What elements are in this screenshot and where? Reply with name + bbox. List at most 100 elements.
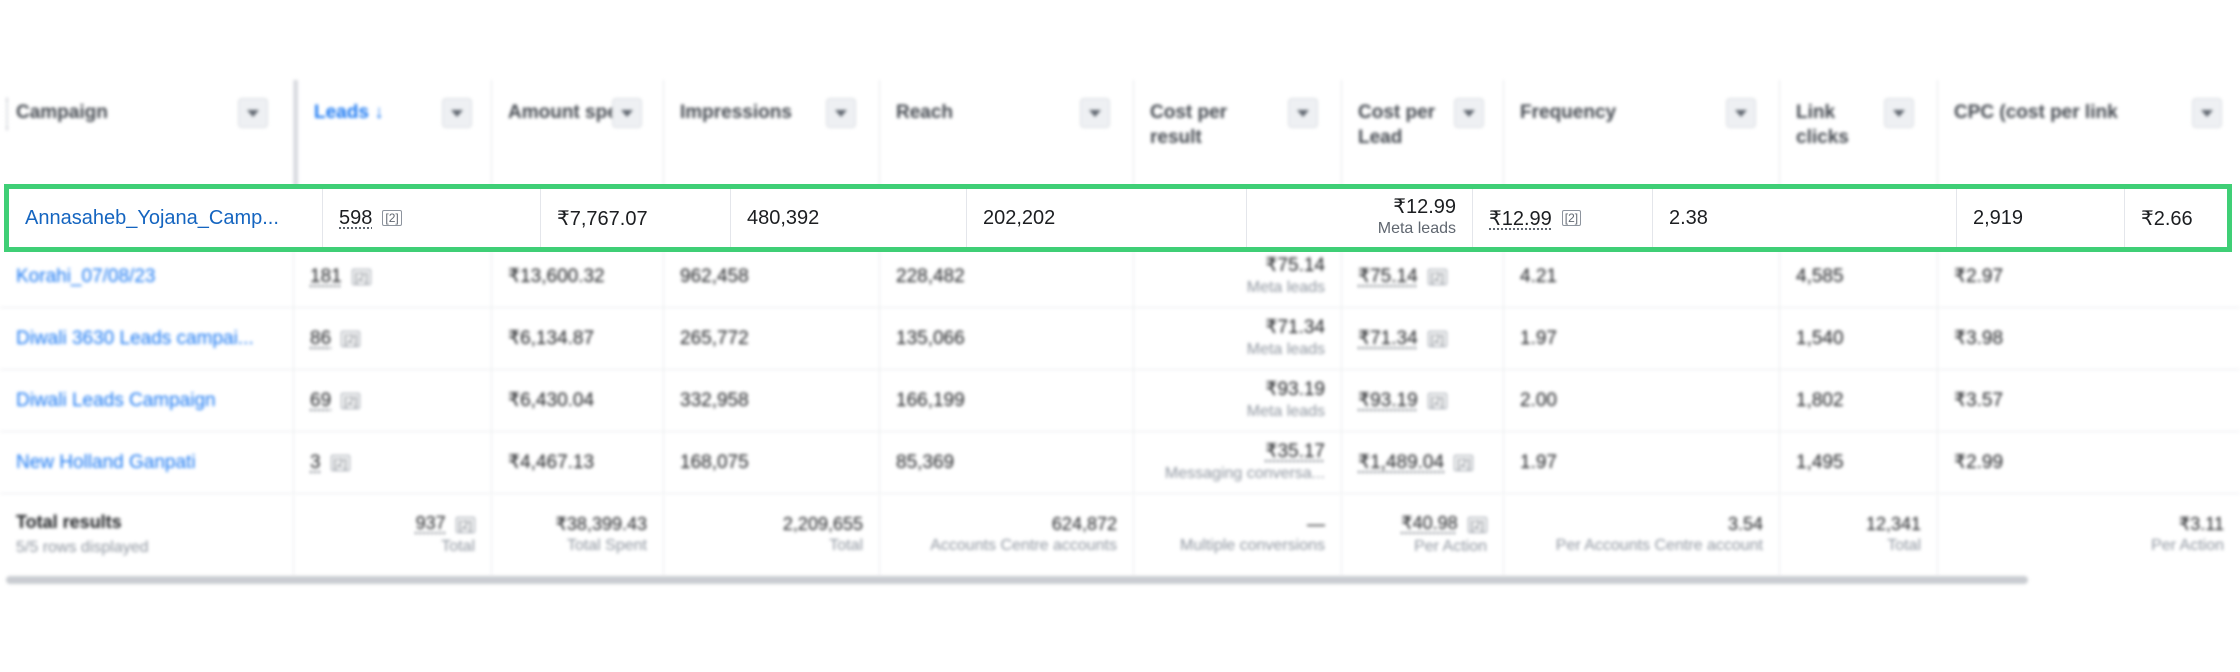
- total-impressions-subtext: Total: [829, 537, 863, 554]
- total-impressions-value: 2,209,655: [782, 514, 863, 534]
- cpl-value[interactable]: ₹12.99: [1489, 207, 1552, 230]
- leads-value[interactable]: 3: [310, 451, 321, 473]
- amount-value: ₹6,134.87: [508, 328, 595, 349]
- impressions-value: 265,772: [680, 327, 749, 349]
- table-row[interactable]: Korahi_07/08/23 181 [2] ₹13,600.32 962,45…: [0, 246, 2240, 308]
- reach-value: 228,482: [896, 265, 965, 287]
- link-clicks-value: 2,919: [1973, 206, 2024, 229]
- totals-title: Total results: [16, 512, 122, 532]
- amount-value: ₹7,767.07: [557, 207, 648, 230]
- chevron-down-icon[interactable]: [1454, 98, 1484, 128]
- total-cpl-value[interactable]: ₹40.98: [1401, 513, 1458, 533]
- frequency-value: 1.97: [1520, 451, 1557, 473]
- total-cpl-subtext: Per Action: [1414, 538, 1487, 555]
- chevron-down-icon[interactable]: [1288, 98, 1318, 128]
- cpr-subtext: Meta leads: [1246, 278, 1325, 296]
- attribution-badge: [2]: [1427, 330, 1447, 347]
- cpr-value: ₹75.14: [1265, 254, 1325, 276]
- column-header-amount-spent[interactable]: Amount spent: [492, 80, 664, 188]
- chevron-down-icon[interactable]: [826, 98, 856, 128]
- column-header-reach[interactable]: Reach: [880, 80, 1134, 188]
- attribution-badge: [2]: [455, 517, 475, 533]
- total-reach-subtext: Accounts Centre accounts: [930, 537, 1117, 554]
- cpl-value[interactable]: ₹75.14: [1358, 266, 1418, 287]
- leads-value[interactable]: 181: [310, 265, 342, 287]
- column-header-label: Leads ↓: [314, 102, 384, 123]
- cpl-value[interactable]: ₹71.34: [1358, 328, 1418, 349]
- column-header-cpc[interactable]: CPC (cost per link: [1938, 80, 2240, 188]
- leads-value[interactable]: 86: [310, 327, 332, 349]
- reach-value: 166,199: [896, 389, 965, 411]
- cpr-value: ₹71.34: [1265, 316, 1325, 338]
- attribution-badge: [2]: [382, 210, 402, 226]
- table-row[interactable]: New Holland Ganpati 3 [2] ₹4,467.13 168,0…: [0, 432, 2240, 494]
- reach-value: 85,369: [896, 451, 955, 473]
- impressions-value: 962,458: [680, 265, 749, 287]
- total-cpc-value: ₹3.11: [2178, 514, 2224, 534]
- cpr-subtext: Meta leads: [1246, 340, 1325, 358]
- horizontal-scrollbar[interactable]: [6, 576, 2028, 584]
- column-header-label: CPC (cost per link: [1954, 102, 2118, 123]
- campaign-link[interactable]: Diwali 3630 Leads campai...: [16, 327, 254, 349]
- column-header-label: Cost per result: [1150, 102, 1228, 148]
- column-header-leads[interactable]: Leads ↓: [294, 80, 492, 188]
- column-header-cost-per-lead[interactable]: Cost per Lead: [1342, 80, 1504, 188]
- column-header-label: Reach: [896, 102, 954, 123]
- leads-value[interactable]: 598: [339, 206, 373, 229]
- total-reach-value: 624,872: [1051, 514, 1117, 534]
- highlighted-campaign-row[interactable]: Annasaheb_Yojana_Camp... 598 [2] ₹7,767.0…: [4, 184, 2232, 252]
- column-header-campaign[interactable]: Campaign: [0, 80, 294, 188]
- column-header-impressions[interactable]: Impressions: [664, 80, 880, 188]
- chevron-down-icon[interactable]: [442, 98, 472, 128]
- attribution-badge: [2]: [1427, 268, 1447, 285]
- cpc-value: ₹3.57: [1954, 390, 2004, 411]
- attribution-badge: [2]: [1467, 517, 1487, 533]
- table-row[interactable]: Diwali 3630 Leads campai... 86 [2] ₹6,134…: [0, 308, 2240, 370]
- cpc-value: ₹2.99: [1954, 452, 2004, 473]
- totals-row: Total results 5/5 rows displayed 937 [2] …: [0, 495, 2240, 575]
- campaign-link[interactable]: Diwali Leads Campaign: [16, 389, 216, 411]
- column-header-label: Amount spent: [508, 102, 636, 123]
- chevron-down-icon[interactable]: [2192, 98, 2222, 128]
- attribution-badge: [2]: [341, 392, 361, 409]
- chevron-down-icon[interactable]: [1726, 98, 1756, 128]
- chevron-down-icon[interactable]: [238, 98, 268, 128]
- cpr-value[interactable]: ₹35.17: [1265, 440, 1325, 462]
- total-cpr-value: —: [1307, 514, 1325, 534]
- total-amount-subtext: Total Spent: [566, 537, 647, 554]
- amount-value: ₹4,467.13: [508, 452, 595, 473]
- frequency-value: 2.00: [1520, 389, 1557, 411]
- table-row[interactable]: Diwali Leads Campaign 69 [2] ₹6,430.04 33…: [0, 370, 2240, 432]
- cpl-value[interactable]: ₹93.19: [1358, 390, 1418, 411]
- column-header-cost-per-result[interactable]: Cost per result: [1134, 80, 1342, 188]
- cpc-value: ₹3.98: [1954, 328, 2004, 349]
- campaign-link[interactable]: Annasaheb_Yojana_Camp...: [25, 206, 279, 229]
- column-header-frequency[interactable]: Frequency: [1504, 80, 1780, 188]
- cpc-value: ₹2.66: [2141, 207, 2193, 230]
- frequency-value: 4.21: [1520, 265, 1557, 287]
- total-cpr-subtext: Multiple conversions: [1180, 537, 1325, 554]
- link-clicks-value: 4,585: [1796, 265, 1844, 287]
- campaign-link[interactable]: New Holland Ganpati: [16, 451, 196, 473]
- leads-value[interactable]: 69: [310, 389, 332, 411]
- cpr-subtext: Meta leads: [1377, 220, 1456, 237]
- column-header-label: Link clicks: [1796, 102, 1849, 148]
- chevron-down-icon[interactable]: [1884, 98, 1914, 128]
- chevron-down-icon[interactable]: [612, 98, 642, 128]
- column-header-link-clicks[interactable]: Link clicks: [1780, 80, 1938, 188]
- cpl-value[interactable]: ₹1,489.04: [1358, 452, 1445, 473]
- total-cpc-subtext: Per Action: [2151, 537, 2224, 554]
- column-header-label: Cost per Lead: [1358, 102, 1436, 148]
- totals-subtitle: 5/5 rows displayed: [16, 539, 149, 556]
- cpc-value: ₹2.97: [1954, 266, 2004, 287]
- attribution-badge: [2]: [1427, 392, 1447, 409]
- total-leads-value[interactable]: 937: [415, 513, 446, 533]
- cpr-value: ₹93.19: [1265, 378, 1325, 400]
- attribution-badge: [2]: [351, 268, 372, 285]
- impressions-value: 168,075: [680, 451, 749, 473]
- attribution-badge: [2]: [1454, 454, 1474, 471]
- attribution-badge: [2]: [330, 454, 350, 471]
- campaign-link[interactable]: Korahi_07/08/23: [16, 265, 156, 287]
- chevron-down-icon[interactable]: [1080, 98, 1110, 128]
- total-leads-subtext: Total: [441, 538, 475, 555]
